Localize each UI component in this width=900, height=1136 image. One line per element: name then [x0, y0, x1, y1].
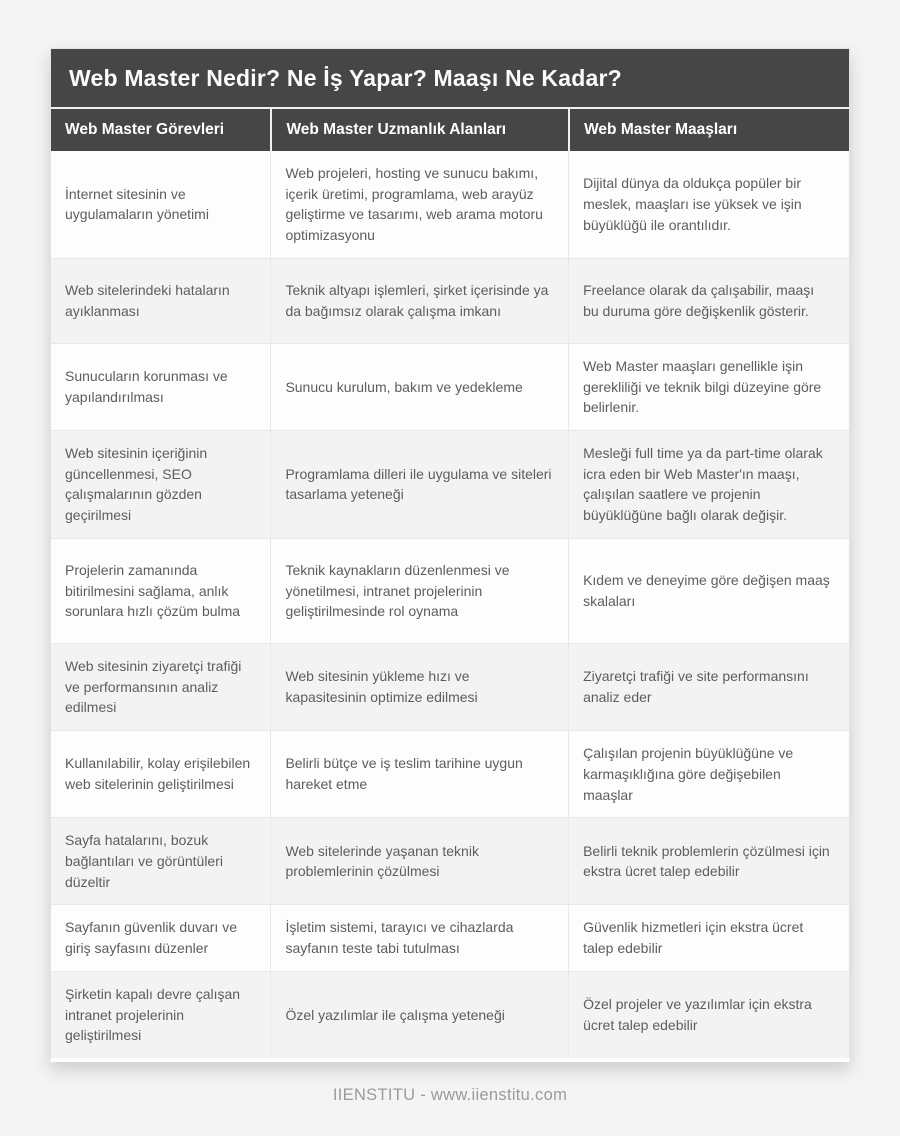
table-cell-uzmanlik: Belirli bütçe ve iş teslim tarihine uygu… — [270, 731, 568, 818]
table-cell-maas: Kıdem ve deneyime göre değişen maaş skal… — [568, 538, 849, 643]
table-body: İnternet sitesinin ve uygulamaların yöne… — [51, 151, 849, 1058]
table-cell-gorev: Kullanılabilir, kolay erişilebilen web s… — [65, 755, 251, 793]
table-cell-maas: Belirli teknik problemlerin çözülmesi iç… — [568, 818, 849, 905]
table-cell-maas: Ziyaretçi trafiği ve site performansını … — [568, 643, 849, 731]
table-cell-uzmanlik: Web projeleri, hosting ve sunucu bakımı,… — [270, 151, 568, 258]
table-cell-uzmanlik: Özel yazılımlar ile çalışma yeteneği — [270, 971, 568, 1058]
table-cell-maas: Özel projeler ve yazılımlar için ekstra … — [568, 971, 849, 1058]
table-row: Şirketin kapalı devre çalışan intranet p… — [51, 970, 849, 1058]
table-cell-uzmanlik: Teknik altyapı işlemleri, şirket içerisi… — [270, 258, 568, 343]
table-cell-gorev: Sayfa hatalarını, bozuk bağlantıları ve … — [65, 832, 223, 890]
table-cell-gorev: Projelerin zamanında bitirilmesini sağla… — [65, 561, 241, 620]
col-header-maaslari: Web Master Maaşları — [568, 109, 849, 151]
col-header-uzmanlik-alanlari: Web Master Uzmanlık Alanları — [270, 109, 568, 151]
table-cell-gorev: Web sitesinin ziyaretçi trafiği ve perfo… — [65, 657, 242, 716]
table-cell-maas: Mesleği full time ya da part-time olarak… — [568, 431, 849, 538]
footer-credit: IIENSTITU - www.iienstitu.com — [332, 1085, 568, 1104]
table-cell-gorev: Şirketin kapalı devre çalışan intranet p… — [65, 985, 241, 1044]
col-header-gorevleri: Web Master Görevleri — [65, 121, 225, 138]
table-cell-maas: Çalışılan projenin büyüklüğüne ve karmaş… — [568, 731, 849, 818]
table-cell-gorev: Web sitelerindeki hataların ayıklanması — [65, 282, 230, 319]
table-cell-uzmanlik: Web sitelerinde yaşanan teknik problemle… — [270, 818, 568, 905]
table-header-row: Web Master Görevleri Web Master Uzmanlık… — [51, 109, 849, 151]
table-row: Kullanılabilir, kolay erişilebilen web s… — [51, 730, 849, 818]
table-row: Web sitesinin ziyaretçi trafiği ve perfo… — [51, 642, 849, 731]
table-row: Projelerin zamanında bitirilmesini sağla… — [51, 537, 849, 643]
table-cell-uzmanlik: Teknik kaynakların düzenlenmesi ve yönet… — [270, 538, 568, 643]
webmaster-info-table-card: Web Master Nedir? Ne İş Yapar? Maaşı Ne … — [50, 48, 850, 1062]
table-cell-gorev: Sunucuların korunması ve yapılandırılmas… — [65, 368, 228, 405]
table-cell-maas: Güvenlik hizmetleri için ekstra ücret ta… — [568, 905, 849, 971]
table-row: İnternet sitesinin ve uygulamaların yöne… — [51, 151, 849, 258]
table-cell-maas: Freelance olarak da çalışabilir, maaşı b… — [568, 258, 849, 343]
table-row: Web sitelerindeki hataların ayıklanması … — [51, 257, 849, 343]
page-title: Web Master Nedir? Ne İş Yapar? Maaşı Ne … — [51, 49, 849, 109]
table-cell-gorev: Sayfanın güvenlik duvarı ve giriş sayfas… — [65, 919, 237, 957]
table-cell-uzmanlik: Programlama dilleri ile uygulama ve site… — [270, 431, 568, 538]
table-cell-uzmanlik: Web sitesinin yükleme hızı ve kapasitesi… — [270, 643, 568, 731]
table-cell-uzmanlik: İşletim sistemi, tarayıcı ve cihazlarda … — [270, 905, 568, 971]
table-cell-gorev: İnternet sitesinin ve uygulamaların yöne… — [65, 185, 209, 223]
table-cell-maas: Web Master maaşları genellikle işin gere… — [568, 343, 849, 431]
table-row: Sunucuların korunması ve yapılandırılmas… — [51, 342, 849, 431]
table-row: Sayfanın güvenlik duvarı ve giriş sayfas… — [51, 904, 849, 971]
table-cell-gorev: Web sitesinin içeriğinin güncellenmesi, … — [65, 445, 208, 524]
table-row: Web sitesinin içeriğinin güncellenmesi, … — [51, 430, 849, 538]
table-cell-uzmanlik: Sunucu kurulum, bakım ve yedekleme — [270, 343, 568, 431]
table-cell-maas: Dijital dünya da oldukça popüler bir mes… — [568, 151, 849, 258]
table-row: Sayfa hatalarını, bozuk bağlantıları ve … — [51, 817, 849, 905]
